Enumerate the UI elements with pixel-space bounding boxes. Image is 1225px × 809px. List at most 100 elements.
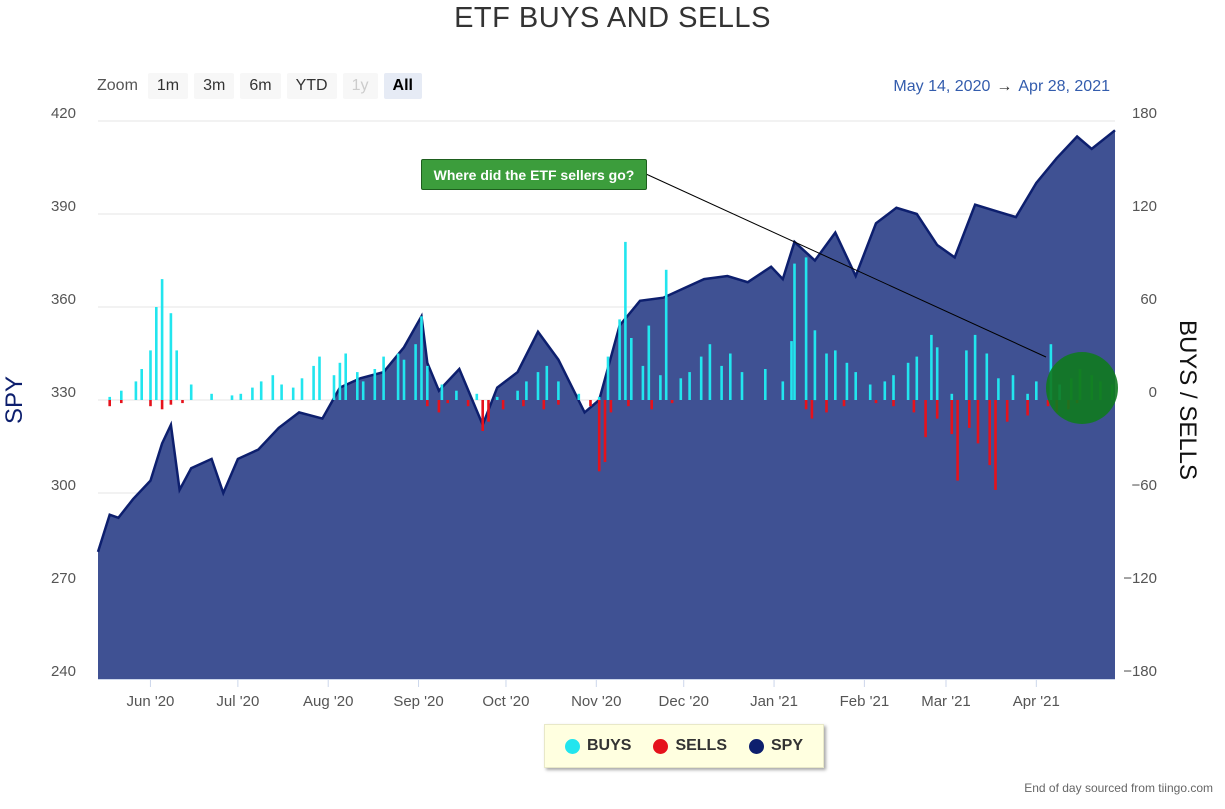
left-tick-label: 360 xyxy=(51,291,76,308)
buys-bar xyxy=(965,350,968,400)
sells-bar xyxy=(160,400,164,410)
legend-buys-marker xyxy=(564,738,580,754)
left-tick-label: 270 xyxy=(51,570,76,587)
zoom-1m-button[interactable]: 1m xyxy=(147,73,189,99)
legend-sells-marker xyxy=(653,738,669,754)
chart-title: ETF BUYS AND SELLS xyxy=(454,2,771,34)
buys-bar xyxy=(356,372,359,400)
left-axis-title: SPY xyxy=(1,376,28,424)
x-tick-label: Jul '20 xyxy=(216,693,259,710)
sells-bar xyxy=(501,400,505,410)
spy-area xyxy=(98,130,1115,680)
sells-bar xyxy=(968,400,971,428)
buys-bar xyxy=(291,387,295,400)
zoom-ytd-button[interactable]: YTD xyxy=(286,73,337,99)
sells-bar xyxy=(892,400,895,407)
buys-bar xyxy=(175,350,178,400)
buys-bar xyxy=(597,396,601,400)
buys-bar xyxy=(699,356,703,400)
sells-bar xyxy=(589,400,592,407)
buys-bar xyxy=(790,341,793,400)
sells-bar xyxy=(597,400,601,472)
legend-item-sells[interactable]: SELLS xyxy=(653,737,727,755)
legend-item-spy[interactable]: SPY xyxy=(749,737,803,755)
zoom-3m-button[interactable]: 3m xyxy=(194,73,235,99)
highlight-marker xyxy=(1046,352,1118,424)
legend: BUYS SELLS SPY xyxy=(544,724,824,768)
buys-bar xyxy=(950,393,954,400)
sells-bar xyxy=(149,400,152,407)
buys-bar xyxy=(312,365,315,400)
sells-bar xyxy=(912,400,916,413)
sells-bar xyxy=(522,400,525,407)
buys-bar xyxy=(679,378,683,400)
buys-bar xyxy=(813,330,817,401)
x-tick-label: Apr '21 xyxy=(1013,693,1060,710)
buys-bar xyxy=(420,316,423,400)
sells-bar xyxy=(181,400,184,404)
sells-bar xyxy=(437,400,441,413)
buys-bar xyxy=(1035,381,1038,400)
buys-bar xyxy=(344,353,347,400)
right-tick-label: −120 xyxy=(1123,570,1157,587)
buys-bar xyxy=(525,381,528,400)
buys-bar xyxy=(239,393,243,400)
legend-item-buys[interactable]: BUYS xyxy=(564,737,631,755)
buys-bar xyxy=(906,362,910,400)
buys-bar xyxy=(155,307,158,400)
right-tick-label: 0 xyxy=(1149,384,1157,401)
buys-bar xyxy=(915,356,919,400)
sells-bar xyxy=(120,400,123,404)
buys-bar xyxy=(606,356,610,400)
buys-bar xyxy=(108,396,111,400)
buys-bar xyxy=(659,375,662,400)
left-tick-label: 390 xyxy=(51,198,76,215)
left-tick-label: 330 xyxy=(51,384,76,401)
x-tick-label: Feb '21 xyxy=(840,693,890,710)
right-tick-label: 60 xyxy=(1140,291,1157,308)
buys-bar xyxy=(825,353,828,400)
sells-bar xyxy=(1005,400,1009,422)
zoom-label: Zoom xyxy=(97,77,138,94)
buys-bar xyxy=(834,350,837,400)
buys-bar xyxy=(475,393,479,400)
credits-link[interactable]: End of day sourced from tiingo.com xyxy=(1024,781,1213,795)
spy-series xyxy=(96,129,1116,680)
right-tick-label: 120 xyxy=(1132,198,1157,215)
sells-bar xyxy=(1046,400,1050,407)
sells-bar xyxy=(874,400,878,404)
buys-bar xyxy=(280,384,283,400)
right-tick-label: 180 xyxy=(1132,105,1157,122)
buys-bar xyxy=(134,381,138,400)
sells-bar xyxy=(487,400,490,422)
buys-bar xyxy=(664,269,668,400)
spy-line xyxy=(96,129,1116,553)
zoom-all-button[interactable]: All xyxy=(383,73,422,99)
buys-bar xyxy=(455,390,458,400)
sells-bar xyxy=(446,400,449,404)
buys-bar xyxy=(764,369,767,400)
buys-bar xyxy=(845,362,849,400)
zoom-6m-button[interactable]: 6m xyxy=(240,73,281,99)
sells-bar xyxy=(426,400,429,407)
right-tick-label: −60 xyxy=(1132,477,1157,494)
buys-bar xyxy=(382,356,385,400)
range-from[interactable]: May 14, 2020 xyxy=(893,78,991,95)
annotation-connector xyxy=(645,173,1047,358)
range-to[interactable]: Apr 28, 2021 xyxy=(1018,78,1110,95)
x-axis-ticks: Jun '20 Jul '20 Aug '20 Sep '20 Oct '20 Nov '… xyxy=(98,679,1115,710)
buys-bar xyxy=(740,372,744,400)
buys-bar xyxy=(720,365,723,400)
x-tick-label: Sep '20 xyxy=(393,693,443,710)
buys-bar xyxy=(1026,393,1029,400)
x-tick-label: Dec '20 xyxy=(659,693,709,710)
buys-bar xyxy=(883,381,887,400)
buys-bar xyxy=(577,393,581,400)
buys-bar xyxy=(536,372,540,400)
buys-bar xyxy=(973,334,977,400)
buys-bar xyxy=(318,356,321,400)
sells-bar xyxy=(825,400,828,413)
x-tick-label: Jan '21 xyxy=(750,693,798,710)
x-tick-label: Oct '20 xyxy=(482,693,529,710)
buys-bar xyxy=(259,381,263,400)
